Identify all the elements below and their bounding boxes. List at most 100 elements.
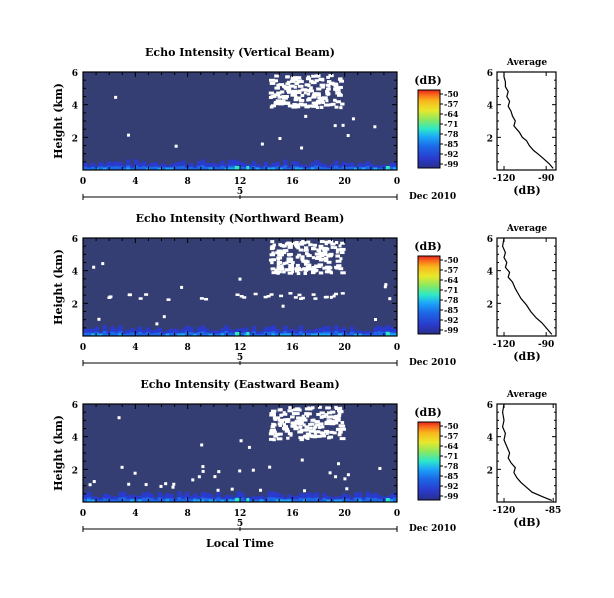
no-data-cell: [276, 437, 283, 441]
no-data-cell: [315, 265, 322, 269]
echo-cell: [322, 164, 327, 170]
echo-cell: [345, 166, 351, 170]
no-data-cell: [307, 84, 311, 88]
no-data-cell: [288, 263, 295, 267]
echo-cell: [126, 495, 131, 502]
echo-cell: [318, 166, 323, 170]
no-data-cell: [329, 103, 333, 107]
colorbar-tick-label: -64: [444, 275, 459, 285]
echo-cell: [283, 165, 288, 170]
no-data-cell: [276, 249, 283, 253]
echo-cell: [306, 497, 312, 502]
echo-cell: [318, 333, 323, 336]
no-data-cell: [308, 243, 313, 247]
no-data-cell: [281, 96, 288, 100]
no-data-cell: [325, 92, 331, 96]
no-data-cell: [239, 295, 244, 298]
no-data-cell: [270, 261, 274, 265]
no-data-cell: [327, 435, 334, 439]
echo-cell: [338, 328, 343, 336]
no-data-cell: [313, 425, 318, 429]
echo-cell: [83, 328, 88, 336]
colorbar: [417, 89, 441, 169]
echo-cell: [118, 162, 123, 170]
echo-cell: [267, 491, 272, 502]
echo-cell: [157, 167, 162, 170]
y-axis-label: Height (km): [52, 415, 65, 491]
echo-cell: [94, 333, 100, 336]
echo-cell: [310, 498, 316, 502]
y-tick-label: 6: [72, 401, 78, 411]
echo-cell: [86, 167, 92, 170]
echo-cell: [377, 331, 382, 336]
no-data-cell: [191, 478, 195, 482]
x-tick-label: 0: [80, 509, 86, 519]
echo-cell: [338, 499, 343, 502]
no-data-cell: [307, 267, 311, 271]
echo-cell: [326, 496, 331, 502]
no-data-cell: [283, 425, 289, 429]
echo-cell: [173, 500, 178, 502]
echo-cell: [271, 167, 276, 170]
no-data-cell: [278, 83, 285, 87]
no-data-cell: [339, 437, 346, 441]
echo-cell: [287, 165, 292, 170]
echo-cell: [141, 166, 147, 170]
no-data-cell: [296, 103, 300, 107]
no-data-cell: [314, 74, 320, 78]
echo-cell: [122, 333, 127, 336]
echo-cell: [102, 325, 108, 336]
echo-cell: [110, 162, 115, 170]
average-title: Average: [506, 390, 547, 400]
echo-cell: [98, 161, 104, 170]
no-data-cell: [384, 283, 388, 287]
no-data-cell: [325, 89, 330, 93]
no-data-cell: [288, 84, 295, 88]
echo-cell: [251, 496, 257, 502]
no-data-cell: [317, 96, 323, 100]
no-data-cell: [278, 102, 284, 106]
echo-cell: [137, 495, 143, 502]
no-data-cell: [332, 422, 336, 426]
no-data-cell: [374, 317, 378, 321]
no-data-cell: [299, 417, 303, 421]
no-data-cell: [338, 430, 343, 434]
echo-cell: [212, 166, 217, 170]
echo-cell: [389, 333, 394, 336]
echo-cell: [196, 161, 202, 170]
colorbar-tick-label: -71: [444, 119, 458, 129]
no-data-cell: [166, 298, 171, 301]
echo-cell: [373, 167, 378, 170]
no-data-cell: [299, 242, 305, 246]
echo-cell: [114, 496, 119, 502]
no-data-cell: [315, 99, 322, 103]
echo-cell: [212, 333, 217, 336]
no-data-cell: [279, 420, 284, 424]
echo-cell: [141, 161, 147, 170]
echo-cell: [149, 498, 155, 502]
echo-cell: [330, 330, 335, 336]
echo-cell: [177, 330, 182, 336]
no-data-cell: [330, 410, 336, 414]
no-data-cell: [270, 240, 275, 244]
echo-cell: [134, 165, 139, 170]
no-data-cell: [291, 92, 297, 96]
echo-cell: [357, 162, 363, 170]
echo-cell: [118, 492, 123, 502]
no-data-cell: [313, 431, 317, 435]
echo-cell: [118, 333, 123, 336]
echo-cell: [389, 162, 394, 170]
no-data-cell: [298, 80, 304, 84]
no-data-cell: [306, 92, 311, 96]
echo-cell: [318, 327, 323, 336]
echo-cell: [393, 333, 398, 336]
average-y-tick-label: 6: [487, 401, 493, 411]
no-data-cell: [330, 242, 336, 246]
echo-cell: [251, 326, 257, 336]
echo-cell: [357, 333, 363, 336]
colorbar-tick-label: -50: [444, 89, 459, 99]
no-data-cell: [306, 263, 312, 267]
echo-cell: [192, 493, 198, 502]
echo-cell: [192, 165, 198, 170]
echo-cell: [228, 494, 233, 502]
